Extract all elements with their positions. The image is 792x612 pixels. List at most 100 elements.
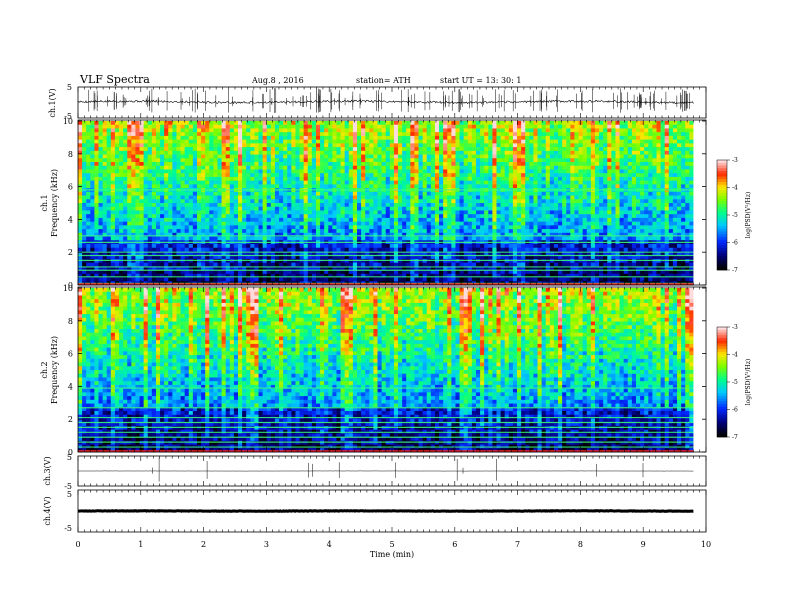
spectrogram-cell <box>303 221 309 226</box>
spectrogram-cell <box>348 251 354 256</box>
spectrogram-cell <box>192 221 198 226</box>
spectrogram-cell <box>291 255 296 260</box>
spectrogram-cell <box>332 229 337 234</box>
spectrogram-cell <box>143 277 149 282</box>
spectrogram-cell <box>168 162 173 167</box>
spectrogram-cell <box>307 217 313 223</box>
spectrogram-cell <box>279 139 284 144</box>
spectrogram-cell <box>82 124 87 129</box>
spectrogram-cell <box>172 221 177 226</box>
spectrogram-cell <box>451 195 456 200</box>
spectrogram-cell <box>377 277 383 282</box>
spectrogram-cell <box>291 135 296 141</box>
spectrogram-cell <box>352 244 358 249</box>
spectrogram-cell <box>434 214 440 219</box>
spectrogram-cell <box>164 143 169 148</box>
spectrogram-cell <box>315 203 321 208</box>
spectrogram-cell <box>402 124 407 129</box>
spectrogram-cell <box>381 232 387 237</box>
spectrogram-cell <box>246 184 251 189</box>
spectrogram-cell <box>459 154 465 159</box>
spectrogram-cell <box>242 247 247 252</box>
date-label: Aug.8 , 2016 <box>251 76 304 85</box>
spectrogram-cell <box>496 139 501 144</box>
spectrogram-cell <box>164 270 169 275</box>
spectrogram-cell <box>283 128 288 133</box>
spectrogram-cell <box>90 210 95 215</box>
spectrogram-cell <box>348 158 354 163</box>
spectrogram-cell <box>82 244 87 249</box>
spectrogram-cell <box>311 270 317 275</box>
spectrogram-cell <box>525 210 530 215</box>
spectrogram-cell <box>295 165 300 170</box>
spectrogram-cell <box>324 277 329 282</box>
spectrogram-cell <box>184 135 190 141</box>
spectrogram-cell <box>492 266 497 271</box>
spectrogram-cell <box>279 273 284 278</box>
spectrogram-cell <box>295 139 300 144</box>
spectrogram-cell <box>443 277 448 282</box>
spectrogram-cell <box>274 270 280 275</box>
spectrogram-cell <box>94 143 99 148</box>
spectrogram-cell <box>455 176 460 182</box>
spectrogram-cell <box>344 128 350 133</box>
spectrogram-cell <box>143 195 149 200</box>
spectrogram-cell <box>143 214 149 219</box>
spectrogram-cell <box>381 184 387 189</box>
spectrogram-cell <box>180 173 186 178</box>
spectrogram-cell <box>139 169 145 174</box>
spectrogram-cell <box>135 162 140 167</box>
spectrogram-cell <box>517 221 522 226</box>
spectrogram-cell <box>504 173 510 178</box>
spectrogram-cell <box>344 225 350 230</box>
spectrogram-cell <box>192 158 198 163</box>
spectrogram-cell <box>512 199 518 204</box>
spectrogram-cell <box>451 147 456 152</box>
spectrogram-cell <box>246 121 251 126</box>
spectrogram-cell <box>180 139 186 144</box>
spectrogram-cell <box>492 255 497 260</box>
spectrogram-cell <box>90 154 95 159</box>
spectrogram-cell <box>143 229 149 234</box>
spectrogram-cell <box>488 247 493 252</box>
spectrogram-cell <box>299 270 305 275</box>
spectrogram-cell <box>315 176 321 182</box>
spectrogram-cell <box>135 191 140 196</box>
spectrogram-cell <box>110 236 116 241</box>
spectrogram-cell <box>233 128 239 133</box>
spectrogram-cell <box>90 255 95 260</box>
spectrogram-cell <box>521 199 526 204</box>
spectrogram-cell <box>258 184 264 189</box>
spectrogram-cell <box>299 266 305 271</box>
spectrogram-cell <box>434 229 440 234</box>
spectrogram-cell <box>192 203 198 208</box>
spectrogram-cell <box>303 143 309 148</box>
spectrogram-cell <box>426 199 432 204</box>
spectrogram-cell <box>328 277 333 282</box>
spectrogram-cell <box>238 162 243 167</box>
spectrogram-cell <box>258 139 264 144</box>
spectrogram-cell <box>196 214 202 219</box>
spectrogram-cell <box>160 143 165 148</box>
spectrogram-cell <box>492 232 497 237</box>
spectrogram-cell <box>262 255 268 260</box>
spectrogram-cell <box>443 217 448 223</box>
spectrogram-cell <box>299 273 305 278</box>
spectrogram-cell <box>225 150 231 155</box>
spectrogram-cell <box>254 214 259 219</box>
spectrogram-cell <box>274 173 280 178</box>
spectrogram-cell <box>311 139 317 144</box>
spectrogram-cell <box>168 121 173 126</box>
spectrogram-cell <box>480 203 485 208</box>
spectrogram-cell <box>270 128 276 133</box>
spectrogram-cell <box>332 217 337 223</box>
spectrogram-cell <box>110 139 116 144</box>
spectrogram-cell <box>250 169 255 174</box>
spectrogram-cell <box>123 195 128 200</box>
spectrogram-cell <box>225 169 231 174</box>
spectrogram-cell <box>381 132 387 137</box>
spectrogram-cell <box>106 154 112 159</box>
spectrogram-cell <box>274 206 280 211</box>
spectrogram-cell <box>102 277 108 282</box>
spectrogram-cell <box>393 251 399 256</box>
